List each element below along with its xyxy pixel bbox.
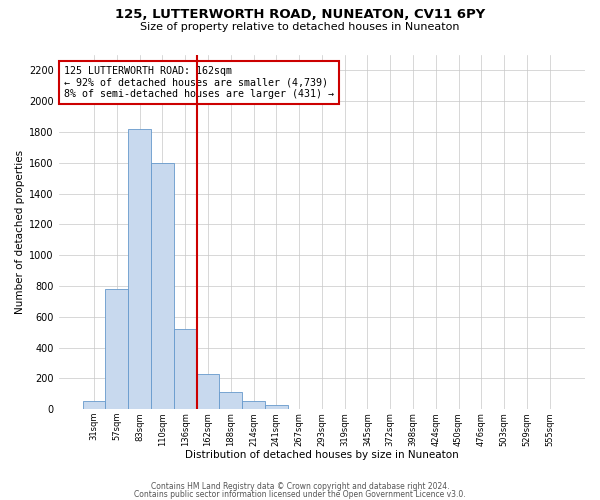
Bar xyxy=(197,374,220,409)
Bar xyxy=(174,329,197,409)
Text: 125, LUTTERWORTH ROAD, NUNEATON, CV11 6PY: 125, LUTTERWORTH ROAD, NUNEATON, CV11 6P… xyxy=(115,8,485,20)
Text: Size of property relative to detached houses in Nuneaton: Size of property relative to detached ho… xyxy=(140,22,460,32)
Bar xyxy=(220,392,242,409)
Y-axis label: Number of detached properties: Number of detached properties xyxy=(15,150,25,314)
Text: 125 LUTTERWORTH ROAD: 162sqm
← 92% of detached houses are smaller (4,739)
8% of : 125 LUTTERWORTH ROAD: 162sqm ← 92% of de… xyxy=(64,66,334,99)
Bar xyxy=(128,129,151,409)
Bar xyxy=(151,163,174,409)
Bar xyxy=(106,289,128,409)
Text: Contains public sector information licensed under the Open Government Licence v3: Contains public sector information licen… xyxy=(134,490,466,499)
Bar xyxy=(242,400,265,409)
X-axis label: Distribution of detached houses by size in Nuneaton: Distribution of detached houses by size … xyxy=(185,450,459,460)
Text: Contains HM Land Registry data © Crown copyright and database right 2024.: Contains HM Land Registry data © Crown c… xyxy=(151,482,449,491)
Bar xyxy=(83,402,106,409)
Bar xyxy=(265,406,288,409)
